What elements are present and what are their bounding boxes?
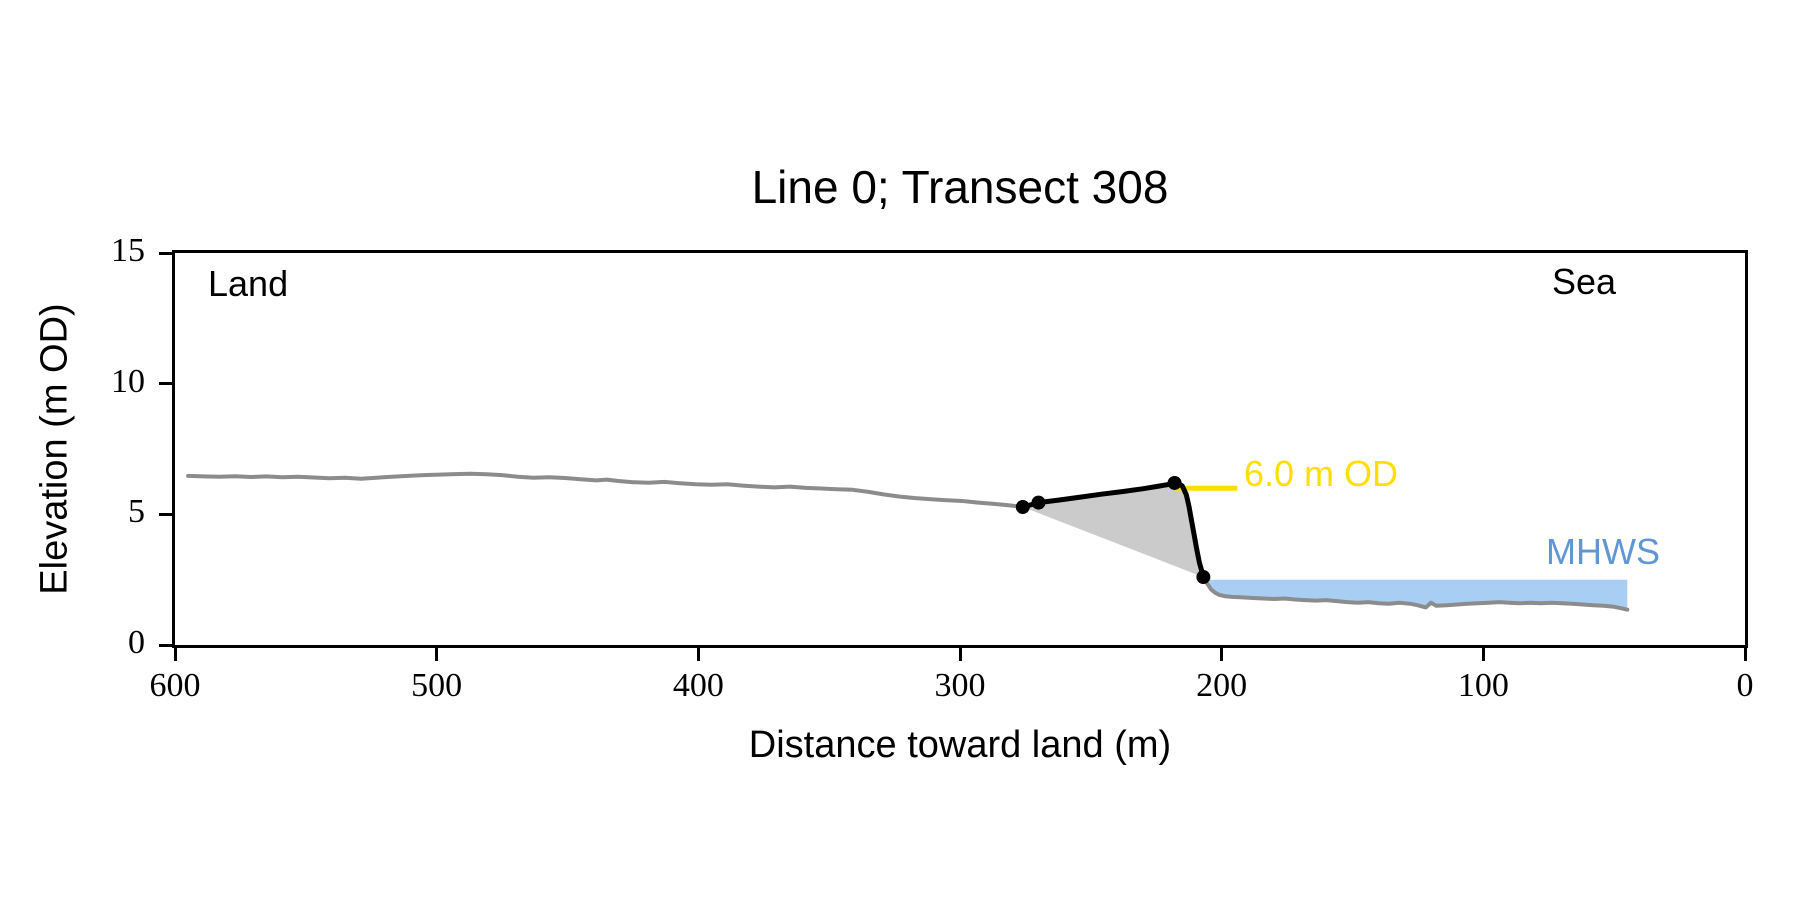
chart-title: Line 0; Transect 308 (751, 161, 1169, 213)
defence-nodes-marker (1167, 475, 1182, 490)
y-tick (159, 251, 172, 255)
defence-wedge-fill (1022, 483, 1204, 578)
x-tick (958, 648, 962, 661)
y-tick (159, 512, 172, 516)
x-axis-label: Distance toward land (m) (748, 724, 1172, 766)
x-tick (435, 648, 439, 661)
defence-nodes-marker (1031, 495, 1046, 510)
defence-nodes-marker (1196, 570, 1211, 585)
mhws-label: MHWS (1546, 531, 1660, 572)
x-tick-label: 600 (149, 667, 201, 704)
x-tick-label: 500 (411, 667, 463, 704)
x-tick (1220, 648, 1224, 661)
plot-area-svg (186, 471, 1630, 612)
x-tick (696, 648, 700, 661)
x-tick-label: 100 (1457, 667, 1509, 704)
x-tick-label: 200 (1196, 667, 1248, 704)
y-tick (159, 382, 172, 386)
x-tick (173, 648, 177, 661)
x-tick (1481, 648, 1485, 661)
y-tick-label: 0 (128, 624, 145, 661)
y-tick (159, 643, 172, 647)
land-label: Land (208, 263, 289, 304)
x-tick-label: 300 (934, 667, 986, 704)
y-tick-label: 10 (111, 362, 145, 400)
x-tick (1743, 648, 1747, 661)
sea-label: Sea (1552, 261, 1617, 302)
x-tick-label: 0 (1736, 667, 1754, 704)
y-tick-label: 5 (128, 493, 145, 531)
ground-landward-line (186, 471, 1025, 509)
crest-level-label: 6.0 m OD (1244, 453, 1399, 494)
defence-nodes-marker (1015, 500, 1030, 515)
x-tick-label: 400 (672, 667, 724, 704)
y-axis-label: Elevation (m OD) (33, 303, 76, 595)
y-tick-label: 15 (111, 232, 145, 269)
ground-seaward-line (1201, 575, 1630, 612)
